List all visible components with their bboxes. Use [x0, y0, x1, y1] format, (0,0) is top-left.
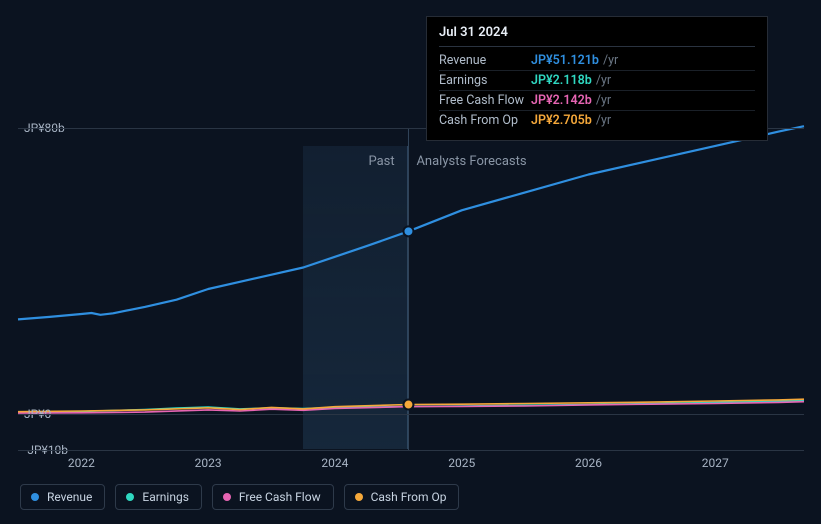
legend-label: Revenue [47, 490, 92, 504]
tooltip-unit: /yr [603, 53, 618, 68]
tooltip-unit: /yr [596, 113, 611, 128]
marker-cfo [403, 400, 413, 410]
tooltip-unit: /yr [596, 73, 611, 88]
x-tick-label: 2026 [575, 456, 602, 470]
legend-dot-icon [126, 493, 134, 501]
tooltip-value: JP¥2.705b [531, 113, 592, 128]
tooltip-label: Revenue [439, 53, 531, 68]
x-tick-label: 2023 [195, 456, 222, 470]
plot-svg [18, 128, 804, 450]
tooltip-value: JP¥2.142b [531, 93, 592, 108]
legend: Revenue Earnings Free Cash Flow Cash From O… [20, 484, 459, 510]
tooltip-unit: /yr [596, 93, 611, 108]
chart-tooltip: Jul 31 2024 RevenueJP¥51.121b/yrEarnings… [426, 16, 768, 141]
legend-dot-icon [31, 493, 39, 501]
legend-item-cfo[interactable]: Cash From Op [344, 484, 460, 510]
legend-item-earnings[interactable]: Earnings [115, 484, 202, 510]
legend-label: Earnings [142, 490, 189, 504]
tooltip-date: Jul 31 2024 [439, 25, 755, 47]
gridline [18, 414, 804, 415]
tooltip-row-cfo: Cash From OpJP¥2.705b/yr [439, 111, 755, 130]
legend-label: Cash From Op [371, 490, 447, 504]
tooltip-row-fcf: Free Cash FlowJP¥2.142b/yr [439, 91, 755, 111]
tooltip-value: JP¥2.118b [531, 73, 592, 88]
legend-dot-icon [355, 493, 363, 501]
x-tick-label: 2024 [321, 456, 348, 470]
tooltip-label: Earnings [439, 73, 531, 88]
tooltip-row-earnings: EarningsJP¥2.118b/yr [439, 71, 755, 91]
marker-revenue [403, 226, 413, 236]
financials-chart[interactable]: Past Analysts Forecasts JP¥80bJP¥0-JP¥10… [18, 128, 804, 450]
x-tick-label: 2027 [702, 456, 729, 470]
tooltip-value: JP¥51.121b [531, 53, 599, 68]
tooltip-label: Free Cash Flow [439, 93, 531, 108]
tooltip-row-revenue: RevenueJP¥51.121b/yr [439, 51, 755, 71]
legend-item-revenue[interactable]: Revenue [20, 484, 105, 510]
legend-dot-icon [223, 493, 231, 501]
legend-item-fcf[interactable]: Free Cash Flow [212, 484, 334, 510]
x-tick-label: 2025 [448, 456, 475, 470]
legend-label: Free Cash Flow [239, 490, 321, 504]
x-tick-label: 2022 [68, 456, 95, 470]
tooltip-label: Cash From Op [439, 113, 531, 128]
gridline [18, 450, 804, 451]
series-revenue [18, 126, 804, 319]
